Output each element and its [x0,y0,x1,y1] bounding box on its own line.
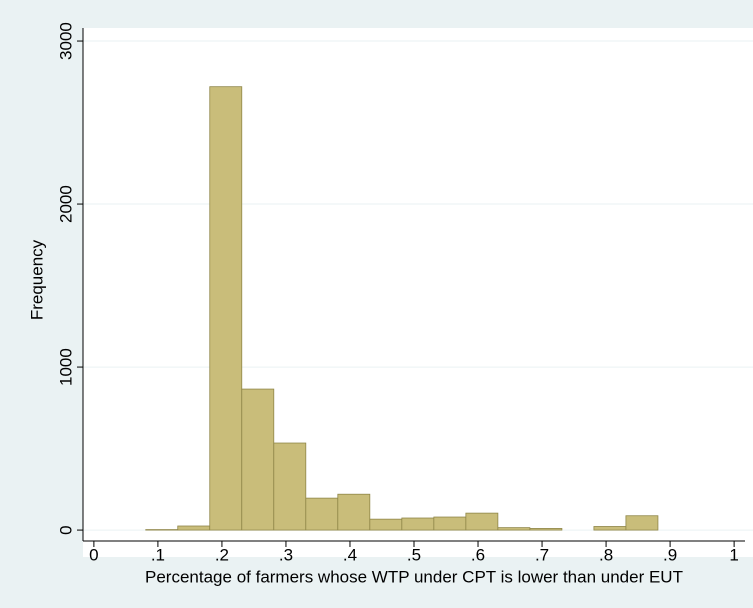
bar [209,86,243,531]
x-axis-title: Percentage of farmers whose WTP under CP… [145,567,683,586]
bar [273,442,307,531]
bar [465,512,499,531]
bar [305,497,339,531]
x-tick-label: .3 [279,545,293,564]
x-tick-label: 1 [729,545,738,564]
bar [241,388,275,531]
x-tick-label: .9 [663,545,677,564]
bar [433,516,467,531]
bar [369,518,403,531]
bar [529,528,563,531]
bar [177,525,211,531]
y-tick-label: 0 [56,525,75,534]
y-tick-label: 3000 [56,22,75,60]
bar [593,526,627,531]
x-tick-label: .7 [535,545,549,564]
x-tick-label: .2 [215,545,229,564]
bar [497,527,531,531]
x-tick-label: .5 [407,545,421,564]
plot-area [83,28,753,557]
y-tick-label: 2000 [56,185,75,223]
bar [625,515,659,531]
x-tick-label: .4 [343,545,357,564]
x-tick-label: .1 [151,545,165,564]
y-tick-label: 1000 [56,348,75,386]
bar [401,517,435,531]
x-tick-label: .8 [599,545,613,564]
y-axis-title: Frequency [27,239,46,320]
x-tick-label: .6 [471,545,485,564]
x-tick-label: 0 [89,545,98,564]
bar [337,493,371,531]
